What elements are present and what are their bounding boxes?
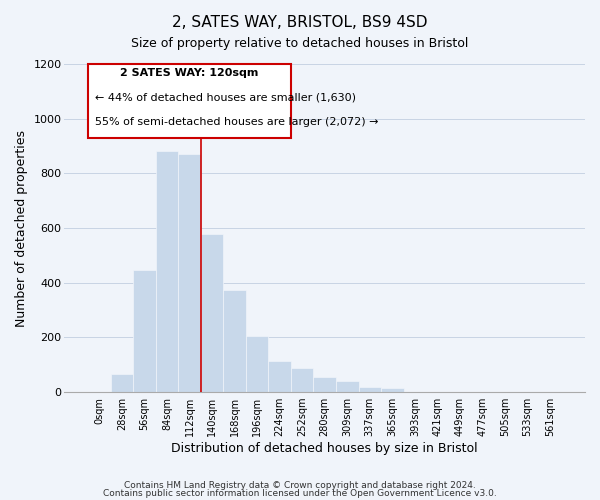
Text: Contains HM Land Registry data © Crown copyright and database right 2024.: Contains HM Land Registry data © Crown c… [124, 480, 476, 490]
Bar [156, 152, 178, 392]
Bar [313, 377, 336, 392]
Bar [268, 360, 291, 392]
Bar [201, 234, 223, 392]
Bar [336, 380, 359, 392]
Text: Size of property relative to detached houses in Bristol: Size of property relative to detached ho… [131, 38, 469, 51]
Bar [291, 368, 313, 392]
Y-axis label: Number of detached properties: Number of detached properties [15, 130, 28, 326]
Bar [246, 336, 268, 392]
Bar [110, 374, 133, 392]
X-axis label: Distribution of detached houses by size in Bristol: Distribution of detached houses by size … [172, 442, 478, 455]
Bar [178, 154, 201, 392]
Text: 55% of semi-detached houses are larger (2,072) →: 55% of semi-detached houses are larger (… [95, 118, 379, 128]
Bar [133, 270, 156, 392]
Bar [381, 388, 404, 392]
Text: 2, SATES WAY, BRISTOL, BS9 4SD: 2, SATES WAY, BRISTOL, BS9 4SD [172, 15, 428, 30]
Bar [223, 290, 246, 392]
Bar [359, 387, 381, 392]
Text: 2 SATES WAY: 120sqm: 2 SATES WAY: 120sqm [121, 68, 259, 78]
Text: Contains public sector information licensed under the Open Government Licence v3: Contains public sector information licen… [103, 489, 497, 498]
FancyBboxPatch shape [88, 64, 291, 138]
Text: ← 44% of detached houses are smaller (1,630): ← 44% of detached houses are smaller (1,… [95, 92, 356, 102]
